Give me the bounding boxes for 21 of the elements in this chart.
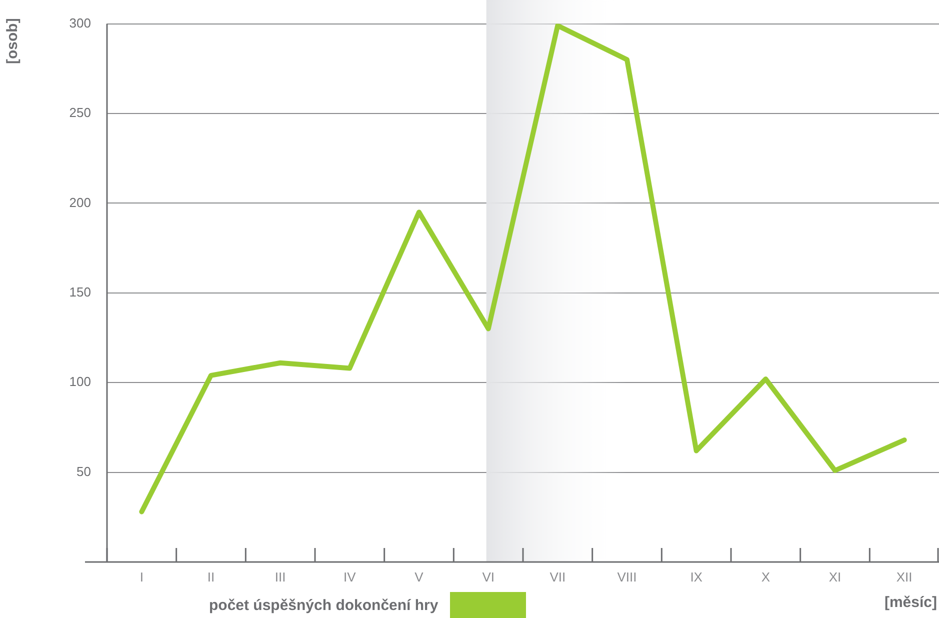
y-axis-title: [osob] bbox=[4, 18, 21, 64]
x-tick-label: I bbox=[140, 569, 144, 584]
x-tick-label: VI bbox=[482, 569, 494, 584]
x-tick-label: IV bbox=[344, 569, 356, 584]
x-tick-label: III bbox=[274, 569, 286, 584]
y-tick-label: 200 bbox=[69, 194, 91, 210]
text: počet úspěšných dokončení hry bbox=[209, 596, 438, 614]
x-axis-title: [měsíc] bbox=[884, 594, 937, 611]
x-tick-label: XI bbox=[828, 569, 842, 584]
x-tick-label: XII bbox=[896, 569, 912, 584]
y-tick-label: 300 bbox=[69, 15, 91, 30]
y-tick-label: 100 bbox=[69, 374, 91, 390]
y-tick-label: 150 bbox=[69, 284, 91, 300]
x-tick-label: X bbox=[761, 569, 770, 584]
y-tick-label: 50 bbox=[76, 464, 91, 479]
x-tick-label: II bbox=[207, 569, 215, 584]
y-tick-label: 250 bbox=[69, 105, 91, 120]
x-tick-label: VII bbox=[550, 569, 566, 584]
x-tick-label: V bbox=[414, 569, 424, 584]
x-tick-label: VIII bbox=[617, 569, 637, 584]
x-tick-label: IX bbox=[690, 569, 703, 584]
